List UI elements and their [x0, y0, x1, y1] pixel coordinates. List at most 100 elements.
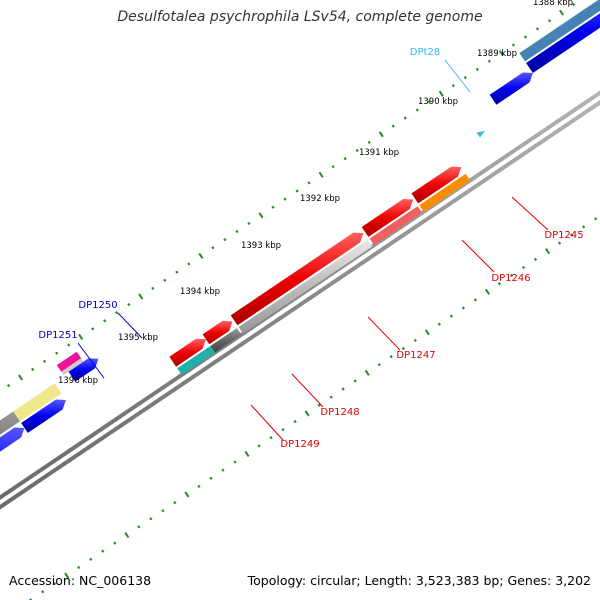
gene-dp1248-arrow [202, 320, 233, 345]
inner-tick-mark [64, 572, 70, 579]
outer-tick-mark [271, 205, 275, 209]
outer-tick-mark [127, 302, 131, 307]
inner-tick-mark [545, 248, 551, 255]
outer-tick-mark [318, 171, 324, 178]
outer-tick-mark [223, 238, 227, 242]
tick-label: 1394 kbp [180, 287, 220, 297]
cog-dp1250-block [13, 383, 62, 422]
backbone-inner [0, 100, 600, 510]
gene-label: DP1248 [320, 407, 359, 418]
tick-label: 1395 kbp [118, 333, 158, 343]
outer-tick-mark [487, 59, 491, 63]
inner-tick-mark [41, 590, 45, 594]
inner-tick-mark [149, 517, 153, 521]
gene-leader-line [77, 342, 105, 379]
inner-tick-mark [173, 500, 177, 505]
gene-upper-blue-long [526, 13, 600, 73]
inner-tick-mark [484, 288, 490, 295]
tick-label: 1391 kbp [359, 148, 399, 158]
gene-leader-line [117, 312, 143, 339]
inner-tick-mark [594, 217, 598, 221]
outer-tick-mark [6, 384, 11, 388]
tick-label: 1393 kbp [241, 241, 281, 251]
gene-dp1245-arrow [411, 166, 462, 204]
inner-tick-mark [101, 549, 105, 553]
gene-leader-line [250, 404, 284, 441]
inner-tick-mark [557, 241, 562, 245]
outer-tick-mark [295, 189, 299, 193]
inner-tick-mark [353, 379, 357, 383]
tick-label: 1389 kbp [477, 49, 517, 59]
inner-tick-mark [244, 450, 250, 457]
outer-tick-mark [427, 100, 431, 104]
inner-tick-mark [497, 282, 502, 286]
outer-tick-mark [451, 83, 455, 88]
outer-tick-mark [331, 165, 335, 169]
inner-tick-mark [473, 298, 478, 302]
tick-label: 1396 kbp [58, 376, 98, 386]
outer-tick-mark [547, 19, 552, 23]
cog-steelblue-block [519, 0, 600, 62]
outer-tick-mark [498, 50, 504, 57]
gene-label: DP1249 [280, 439, 319, 450]
outer-tick-mark [283, 197, 287, 201]
gene-label: DP1251 [38, 330, 77, 341]
outer-tick-mark [103, 319, 107, 323]
inner-tick-mark [137, 525, 141, 529]
outer-tick-mark [55, 351, 59, 355]
outer-tick-mark [163, 278, 167, 282]
outer-tick-mark [187, 262, 191, 266]
inner-tick-mark [533, 257, 538, 261]
cog-dp1247-block [238, 239, 373, 334]
cog-pink-grey-block [61, 358, 84, 376]
gene-label: DP1247 [396, 350, 435, 361]
inner-tick-mark [364, 369, 370, 376]
inner-tick-mark [461, 306, 465, 310]
gene-dp1246-arrow [361, 199, 414, 237]
inner-tick-mark [521, 265, 526, 270]
outer-tick-mark [571, 2, 576, 7]
inner-tick-mark [221, 468, 225, 472]
outer-tick-mark [463, 75, 467, 80]
cog-dp1251-block [0, 411, 20, 435]
gene-upper-blue-arrow [489, 72, 533, 105]
outer-tick-mark [523, 35, 528, 39]
gene-leader-line [461, 239, 495, 273]
inner-tick-mark [317, 403, 321, 407]
map-title: Desulfotalea psychrophila LSv54, complet… [117, 9, 483, 25]
backbone-outer [0, 90, 600, 500]
inner-tick-mark [124, 531, 130, 539]
inner-tick-mark [304, 410, 310, 417]
gene-dp1250-arrow [21, 399, 66, 433]
tick-label: 1392 kbp [300, 194, 340, 204]
cog-dp1248-block [210, 328, 242, 353]
inner-tick-mark [184, 491, 190, 498]
genome-summary-text: Topology: circular; Length: 3,523,383 bp… [247, 573, 591, 588]
outer-tick-mark [235, 229, 239, 234]
inner-tick-mark [89, 557, 93, 561]
inner-tick-mark [509, 273, 514, 278]
inner-tick-mark [197, 484, 201, 488]
outer-tick-mark [198, 252, 204, 259]
gene-label: DP1250 [78, 300, 117, 311]
outer-tick-mark [78, 333, 84, 341]
inner-tick-mark [281, 428, 285, 432]
inner-tick-mark [209, 476, 213, 480]
outer-tick-mark [43, 359, 47, 363]
outer-tick-mark [138, 293, 144, 300]
cog-dp1246-block [369, 206, 423, 246]
outer-tick-mark [511, 43, 516, 47]
outer-tick-mark [475, 67, 479, 72]
outer-tick-mark [438, 90, 444, 97]
outer-tick-mark [115, 311, 119, 315]
gene-dp1251-arrow [0, 427, 25, 452]
cog-dp1245-block [419, 173, 471, 212]
inner-tick-mark [424, 329, 430, 336]
outer-tick-mark [343, 156, 347, 161]
gene-leader-line [444, 59, 471, 93]
cog-dp1249-block [177, 346, 215, 375]
trna-dpt28-mark [476, 130, 485, 138]
outer-tick-mark [367, 140, 371, 144]
inner-tick-mark [329, 395, 333, 399]
inner-tick-mark [341, 387, 345, 391]
